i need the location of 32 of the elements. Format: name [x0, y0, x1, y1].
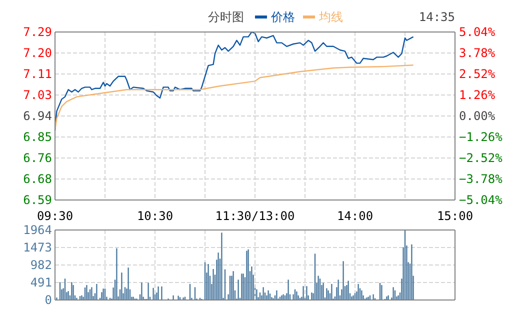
text: −5.04% [459, 193, 502, 207]
y-tick-label: 0 [44, 293, 52, 307]
y-tick-label: 7.03 [23, 88, 52, 102]
y-tick-label: 491 [30, 276, 52, 290]
y-tick-label: 7.20 [23, 46, 52, 60]
x-tick-label: 09:30 [36, 209, 74, 223]
x-tick-label: 14:00 [336, 209, 374, 223]
x-tick-label: 10:30 [136, 209, 174, 223]
y-tick-label: 7.11 [23, 67, 52, 81]
y-tick-label: 1473 [23, 240, 52, 254]
y-tick-label: 7.29 [23, 25, 52, 39]
legend-label: 价格 [270, 10, 295, 24]
text: 5.04% [459, 25, 496, 39]
text: 1.26% [459, 88, 496, 102]
legend-label: 均线 [318, 10, 343, 24]
y-tick-label: 1964 [23, 223, 52, 237]
x-tick-label: 15:00 [436, 209, 474, 223]
text: 2.52% [459, 67, 496, 81]
text: 3.78% [459, 46, 496, 60]
y-tick-label: 6.68 [23, 172, 52, 186]
text: −1.26% [459, 130, 502, 144]
chart-title: 分时图 [208, 10, 244, 24]
y-tick-label: 6.94 [23, 109, 52, 123]
text: 0.00% [459, 109, 496, 123]
text: −3.78% [459, 172, 502, 186]
x-tick-label: 11:30/13:00 [215, 209, 295, 223]
y-tick-label: 6.85 [23, 130, 52, 144]
text: 14:35 [418, 10, 455, 24]
y-tick-label: 982 [30, 258, 52, 272]
text: −2.52% [459, 151, 502, 165]
y-tick-label: 6.59 [23, 193, 52, 207]
y-tick-label: 6.76 [23, 151, 52, 165]
